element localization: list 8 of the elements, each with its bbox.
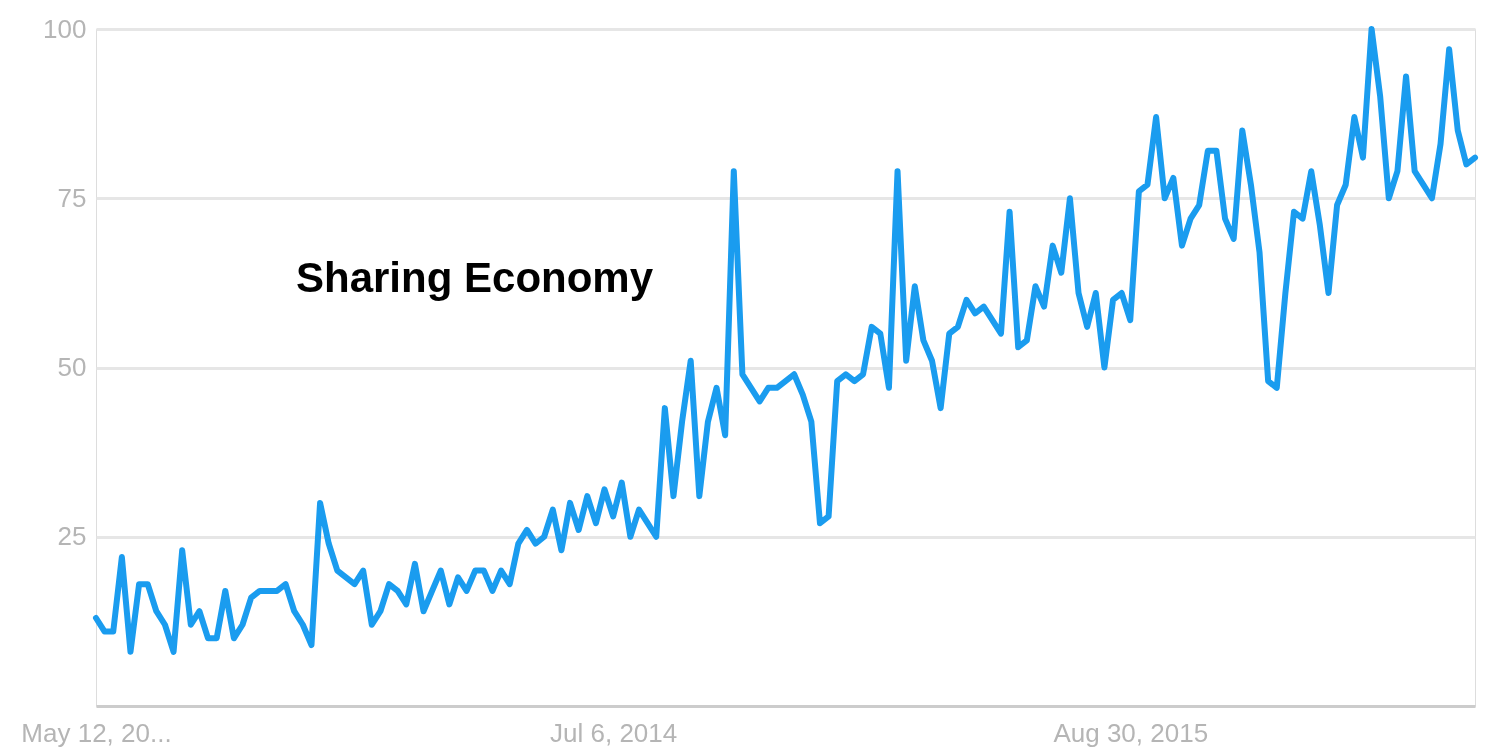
y-tick-label: 75 (57, 182, 87, 213)
y-tick-label: 25 (57, 521, 87, 552)
annotation: Sharing Economy (296, 254, 654, 301)
y-tick-label: 100 (43, 13, 87, 44)
x-tick-label: Jul 6, 2014 (550, 717, 678, 748)
x-tick-label: May 12, 20... (21, 717, 172, 748)
y-tick-label: 50 (57, 352, 87, 382)
x-tick-label: Aug 30, 2015 (1053, 717, 1209, 748)
